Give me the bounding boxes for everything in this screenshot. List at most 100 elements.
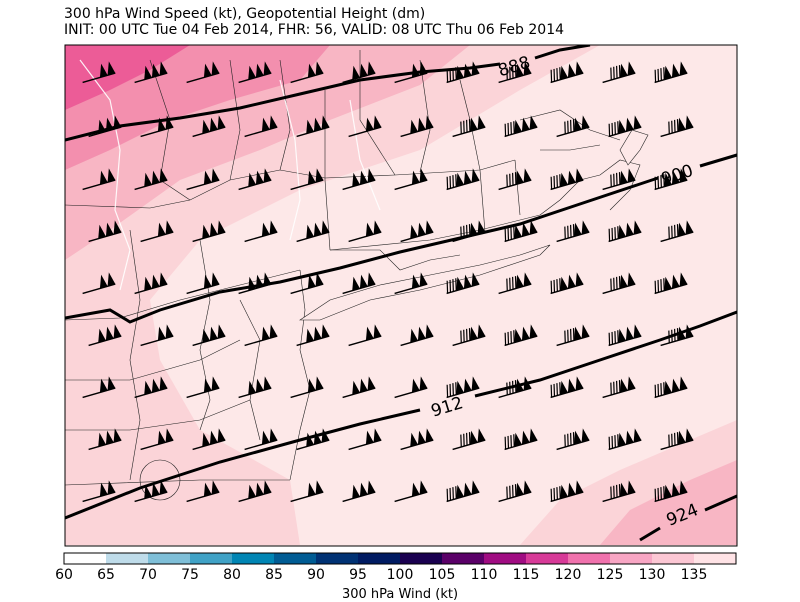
colorbar-swatch [526,553,569,564]
wind-barb [348,324,382,347]
wind-barb [550,61,584,84]
colorbar-swatch [568,553,611,564]
wind-barb [498,168,532,191]
colorbar-swatch [484,553,527,564]
colorbar-swatch [232,553,275,564]
wind-barb [134,168,168,191]
wind-barb [82,272,116,295]
map-area: 888 900 912 924 [65,45,737,546]
wind-barb [602,272,636,295]
wind-barb [140,115,174,138]
wind-barb [550,272,584,295]
wind-barbs [82,61,694,503]
wind-barb [504,428,538,451]
colorbar-tick-label: 135 [680,567,708,583]
wind-barb [556,324,590,347]
wind-shade-4 [65,45,190,110]
wind-barb [296,324,330,347]
wind-barb [244,115,278,138]
wind-barb [186,61,220,84]
wind-barb [82,168,116,191]
wind-barb [238,61,272,84]
wind-barb [82,61,116,84]
wind-barb [82,376,116,399]
wind-barb [296,428,330,451]
wind-barb [602,376,636,399]
colorbar-swatch [106,553,149,564]
wind-barb [602,168,636,191]
colorbar-frame [63,552,737,565]
wind-barb [446,272,480,295]
colorbar-tick-label: 60 [55,567,73,583]
wind-barb [602,480,636,503]
wind-shade-se-2 [600,460,737,545]
colorbar-tick-label: 100 [386,567,414,583]
wind-barb [238,272,272,295]
wind-barb [446,168,480,191]
wind-barb [608,220,642,243]
wind-barb [498,272,532,295]
wind-barb [452,220,486,243]
wind-barb [498,480,532,503]
colorbar-swatch [316,553,359,564]
wind-barb [660,115,694,138]
wind-barb [400,115,434,138]
wind-barb [660,324,694,347]
wind-barb [654,480,688,503]
map-frame [64,44,738,547]
colorbar-swatch [442,553,485,564]
wind-barb [290,168,324,191]
wind-barb [186,376,220,399]
wind-barb [244,324,278,347]
wind-barb [192,220,226,243]
wind-barb [296,220,330,243]
wind-barb [394,168,428,191]
wind-barb [660,428,694,451]
wind-barb [498,376,532,399]
wind-barb [290,61,324,84]
colorbar-tick-label: 70 [139,567,157,583]
wind-barb [446,480,480,503]
wind-barb [290,376,324,399]
wind-barb [134,61,168,84]
wind-barb [348,220,382,243]
colorbar-swatch [148,553,191,564]
colorbar-title: 300 hPa Wind (kt) [341,587,459,602]
wind-barb [556,428,590,451]
wind-barb [452,324,486,347]
wind-barb [348,115,382,138]
wind-barb [140,428,174,451]
colorbar-tick-label: 80 [223,567,241,583]
contour-924-tail [704,494,737,512]
wind-barb [88,220,122,243]
colorbar-tick-label: 105 [428,567,456,583]
wind-barb [342,168,376,191]
wind-barb [452,115,486,138]
wind-barb [192,324,226,347]
wind-barb [192,115,226,138]
wind-barb [296,115,330,138]
wind-barb [348,428,382,451]
wind-barb [654,168,688,191]
wind-barb [556,115,590,138]
wind-barb [400,324,434,347]
colorbar-swatch [400,553,443,564]
colorbar-tick-label: 85 [265,567,283,583]
wind-barb [238,168,272,191]
wind-barb [186,272,220,295]
wind-barb [88,428,122,451]
contour-900-tail [699,153,737,168]
wind-barb [504,115,538,138]
colorbar-tick-label: 90 [307,567,325,583]
wind-barb [134,480,168,503]
colorbar-swatch [652,553,695,564]
wind-barb [394,376,428,399]
wind-barb [186,480,220,503]
colorbar-tick-label: 110 [470,567,498,583]
wind-barb [654,61,688,84]
wind-barb [400,220,434,243]
wind-barb [660,220,694,243]
wind-barb [550,480,584,503]
wind-barb [452,428,486,451]
